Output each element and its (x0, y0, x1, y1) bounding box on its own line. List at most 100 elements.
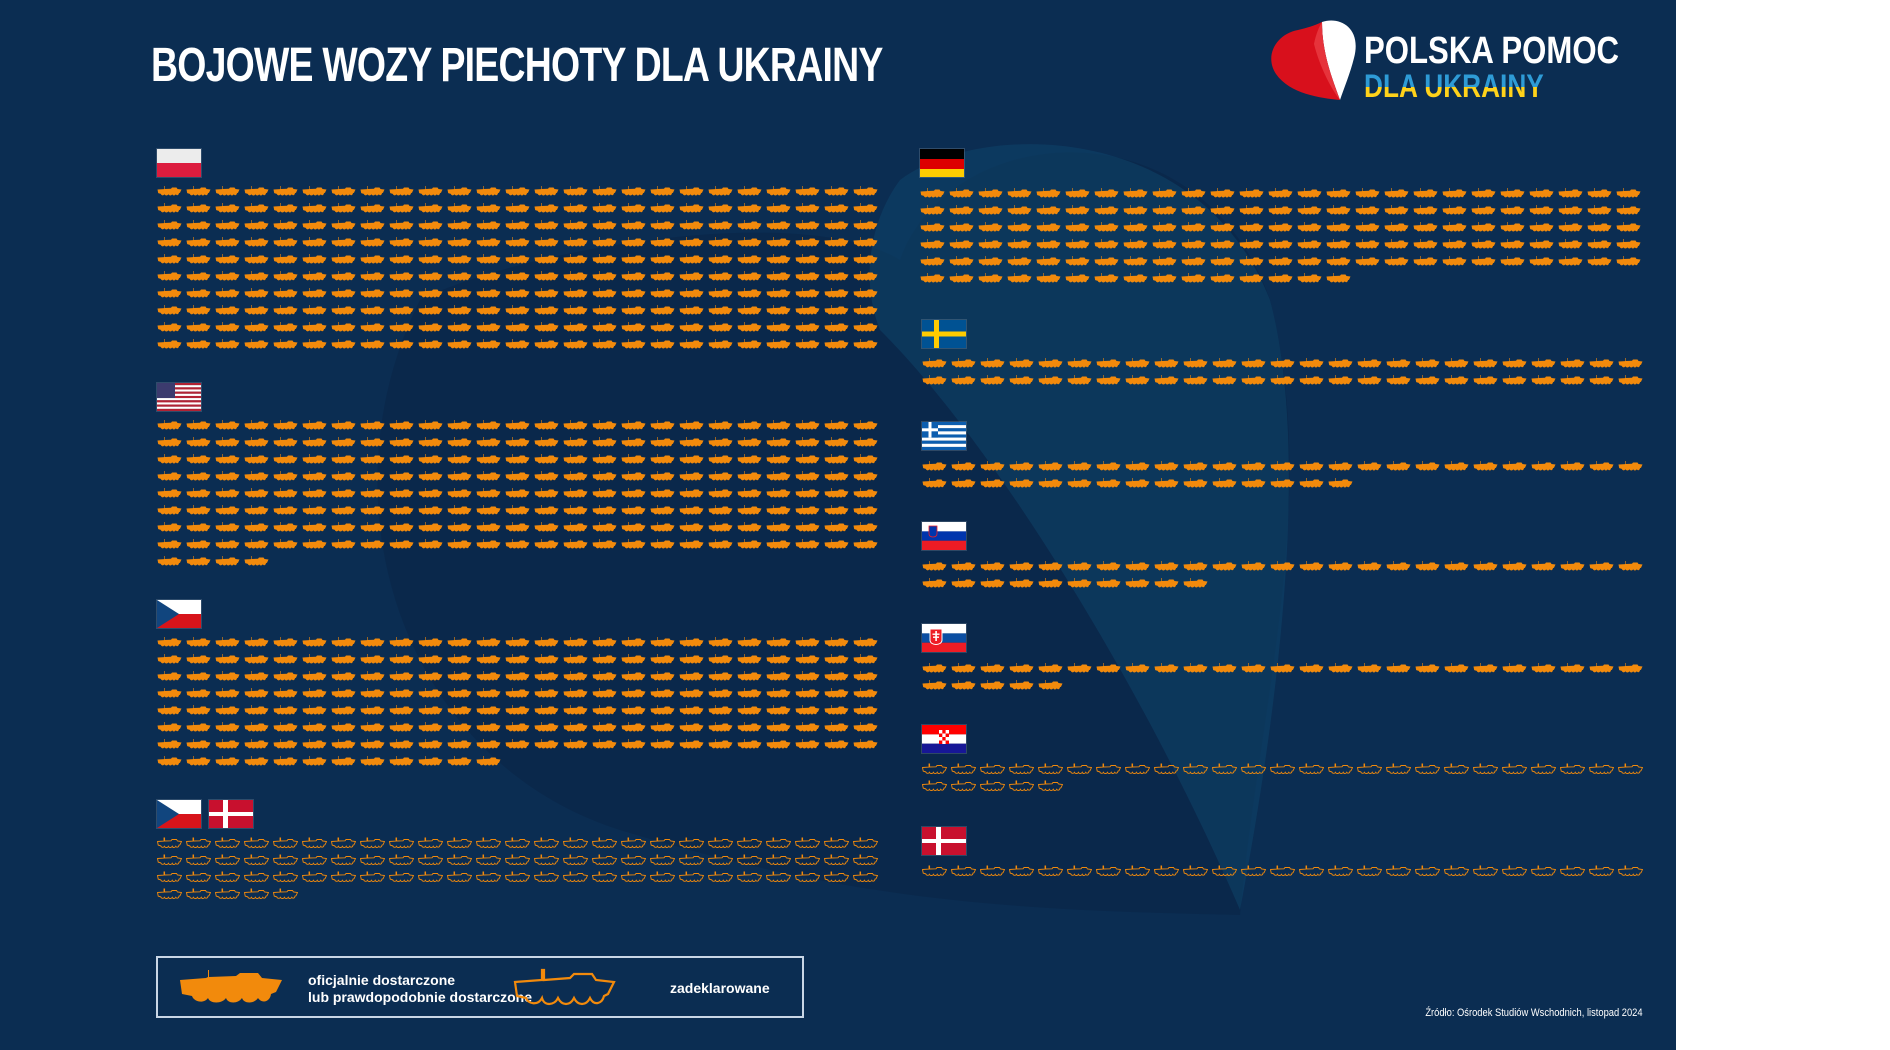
vehicle-delivered-icon (186, 705, 211, 715)
vehicle-delivered-icon (331, 671, 356, 681)
vehicle-delivered-icon (621, 739, 646, 749)
flag-denmark-icon (209, 800, 253, 828)
vehicle-declared-icon (1357, 763, 1382, 774)
vehicle-delivered-icon (186, 756, 211, 766)
vehicle-declared-icon (273, 871, 298, 882)
vehicle-delivered-icon (1357, 375, 1382, 385)
vehicle-delivered-icon (1270, 358, 1295, 368)
vehicle-delivered-icon (679, 437, 704, 447)
vehicle-declared-icon (1009, 780, 1034, 791)
vehicle-delivered-icon (1297, 273, 1322, 283)
vehicle-declared-icon (1357, 865, 1382, 876)
vehicle-declared-icon (1618, 865, 1643, 876)
vehicle-delivered-icon (621, 454, 646, 464)
vehicle-delivered-icon (447, 654, 472, 664)
vehicle-delivered-icon (1473, 663, 1498, 673)
vehicle-delivered-icon (853, 688, 878, 698)
vehicle-delivered-icon (650, 637, 675, 647)
vehicle-delivered-icon (1125, 663, 1150, 673)
vehicle-delivered-icon (331, 654, 356, 664)
vehicle-delivered-icon (1154, 578, 1179, 588)
vehicle-delivered-icon (824, 688, 849, 698)
vehicle-delivered-icon (795, 705, 820, 715)
vehicle-delivered-icon (679, 254, 704, 264)
vehicle-delivered-icon (795, 220, 820, 230)
vehicle-delivered-icon (922, 680, 947, 690)
vehicle-declared-icon (922, 865, 947, 876)
vehicle-declared-icon (592, 854, 617, 865)
vehicle-delivered-icon (302, 739, 327, 749)
vehicle-delivered-icon (360, 705, 385, 715)
vehicle-declared-icon (621, 854, 646, 865)
vehicle-delivered-icon (980, 578, 1005, 588)
vehicle-declared-icon (157, 837, 182, 848)
vehicle-delivered-icon (824, 237, 849, 247)
vehicle-delivered-icon (273, 471, 298, 481)
vehicle-delivered-icon (766, 437, 791, 447)
vehicle-delivered-icon (447, 539, 472, 549)
vehicle-delivered-icon (1531, 461, 1556, 471)
vehicle-delivered-icon (1123, 188, 1148, 198)
vehicle-delivered-icon (1502, 663, 1527, 673)
vehicle-delivered-icon (592, 654, 617, 664)
vehicle-delivered-icon (389, 505, 414, 515)
vehicle-delivered-icon (360, 220, 385, 230)
vehicle-delivered-icon (331, 739, 356, 749)
vehicle-declared-icon (708, 854, 733, 865)
vehicle-delivered-icon (563, 203, 588, 213)
flag-group (922, 827, 966, 857)
vehicle-delivered-icon (922, 578, 947, 588)
vehicle-delivered-icon (186, 339, 211, 349)
vehicle-delivered-icon (737, 705, 762, 715)
vehicle-delivered-icon (331, 339, 356, 349)
vehicle-delivered-icon (244, 254, 269, 264)
country-section-slovenia (922, 522, 1643, 588)
vehicle-delivered-icon (157, 454, 182, 464)
vehicle-delivered-icon (679, 505, 704, 515)
vehicle-delivered-icon (1471, 239, 1496, 249)
vehicle-delivered-icon (215, 722, 240, 732)
vehicle-delivered-icon (1036, 222, 1061, 232)
vehicle-delivered-icon (360, 203, 385, 213)
vehicle-delivered-icon (795, 420, 820, 430)
vehicle-delivered-icon (592, 237, 617, 247)
vehicle-delivered-icon (1384, 222, 1409, 232)
country-section-czechia-denmark (157, 800, 878, 899)
vehicle-delivered-icon (1036, 273, 1061, 283)
vehicle-delivered-icon (563, 488, 588, 498)
vehicle-delivered-icon (795, 305, 820, 315)
vehicle-delivered-icon (1355, 239, 1380, 249)
vehicle-delivered-icon (1239, 222, 1264, 232)
vehicle-delivered-icon (215, 420, 240, 430)
vehicle-delivered-icon (650, 488, 675, 498)
vehicle-delivered-icon (951, 578, 976, 588)
vehicle-delivered-icon (447, 271, 472, 281)
vehicle-delivered-icon (766, 322, 791, 332)
vehicle-delivered-icon (244, 203, 269, 213)
vehicle-delivered-icon (505, 186, 530, 196)
vehicle-delivered-icon (215, 654, 240, 664)
vehicle-delivered-icon (418, 322, 443, 332)
vehicle-delivered-icon (157, 488, 182, 498)
vehicle-delivered-icon (1065, 188, 1090, 198)
vehicle-delivered-icon (244, 288, 269, 298)
vehicle-delivered-icon (853, 505, 878, 515)
vehicle-delivered-icon (737, 454, 762, 464)
vehicle-delivered-icon (824, 522, 849, 532)
vehicle-delivered-icon (1181, 273, 1206, 283)
vehicle-delivered-icon (505, 322, 530, 332)
vehicle-delivered-icon (447, 505, 472, 515)
vehicle-delivered-icon (505, 705, 530, 715)
vehicle-delivered-icon (331, 271, 356, 281)
vehicle-delivered-icon (331, 722, 356, 732)
vehicle-declared-icon (1125, 865, 1150, 876)
vehicle-delivered-icon (157, 637, 182, 647)
vehicle-delivered-icon (1152, 222, 1177, 232)
vehicle-delivered-icon (1038, 578, 1063, 588)
vehicle-delivered-icon (331, 688, 356, 698)
legend-delivered-line2: lub prawdopodobnie dostarczone (308, 989, 532, 1005)
vehicle-delivered-icon (853, 637, 878, 647)
vehicle-delivered-icon (853, 254, 878, 264)
country-section-poland (157, 149, 878, 349)
vehicle-delivered-icon (949, 273, 974, 283)
